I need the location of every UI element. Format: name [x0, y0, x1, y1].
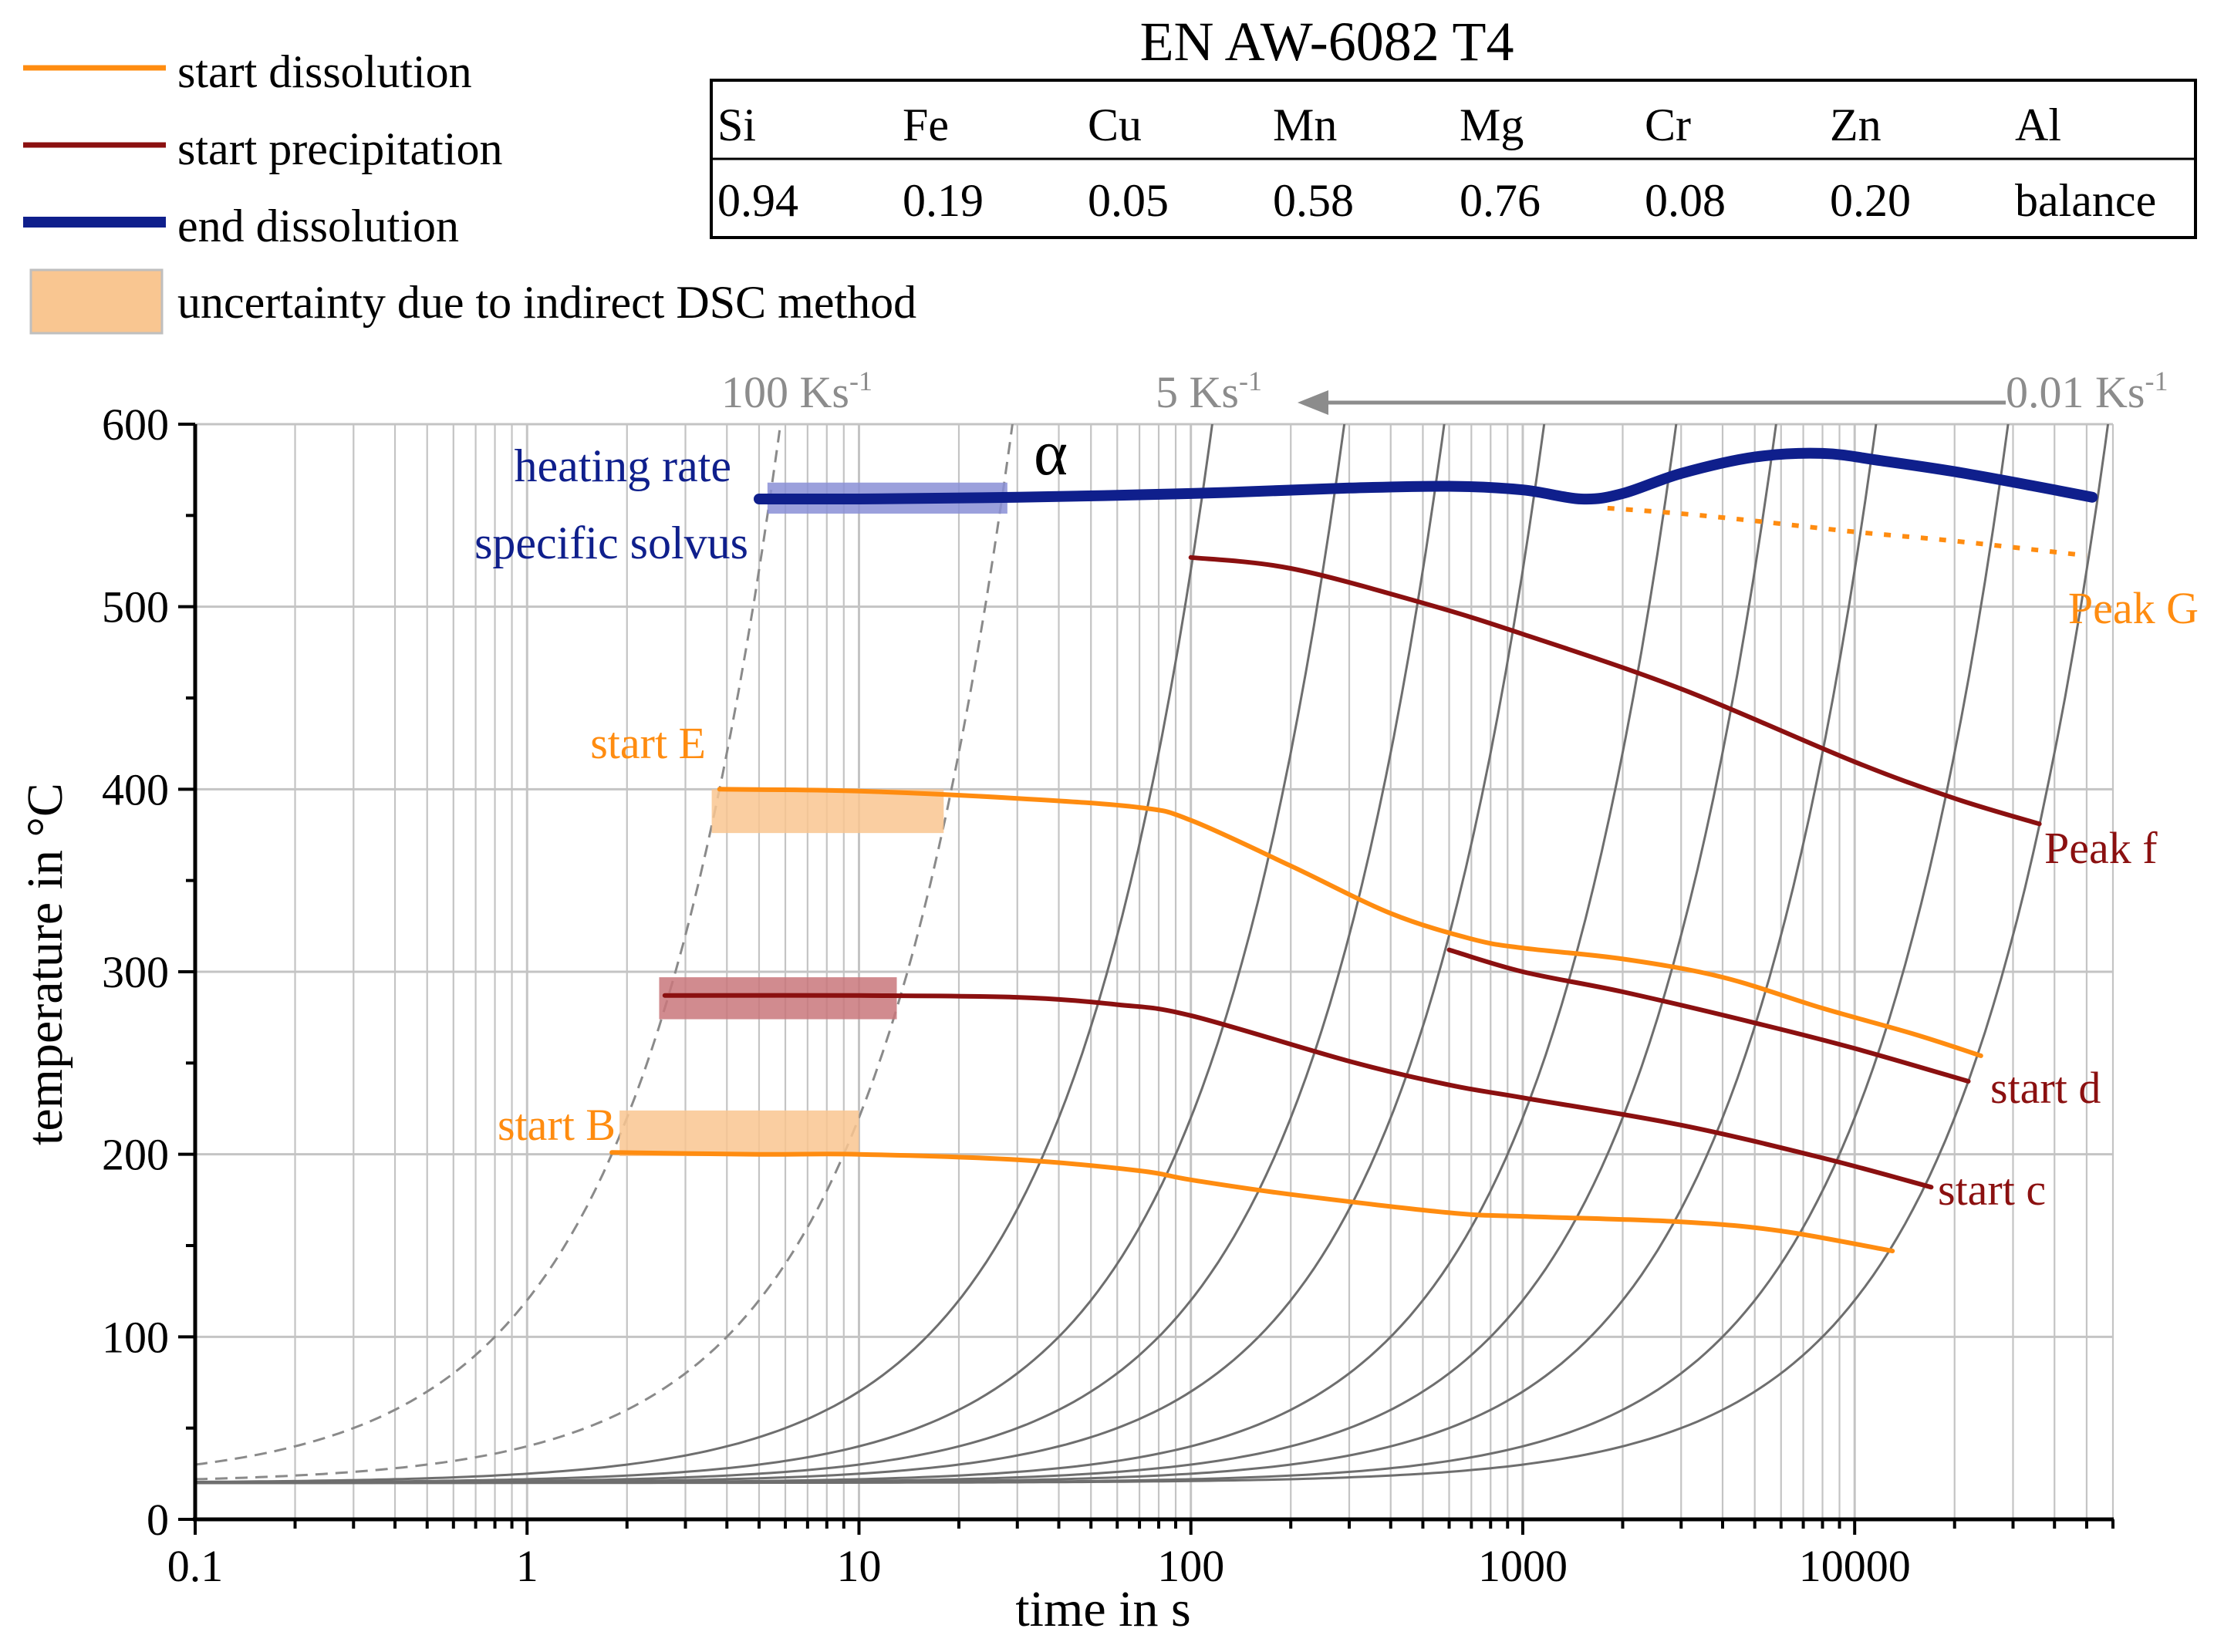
- uncertainty-band: [659, 977, 897, 1020]
- table-value-cell: 0.94: [717, 175, 798, 226]
- table-header-cell: Si: [717, 99, 756, 150]
- rate-label-5: 5 Ks-1: [1156, 366, 1262, 417]
- start-e-label: start E: [590, 718, 706, 768]
- table-value-cell: 0.19: [903, 175, 984, 226]
- composition-table: EN AW-6082 T4 Si Fe Cu Mn Mg Cr Zn Al 0.94 0.19 0.…: [710, 11, 2197, 239]
- legend-label-start-precipitation: start precipitation: [177, 123, 503, 174]
- table-header-cell: Mg: [1460, 99, 1524, 150]
- series-start-c: [662, 993, 1934, 1190]
- table-header-cell: Zn: [1830, 99, 1882, 150]
- data-series: [609, 447, 2098, 1254]
- guide-curve: [195, 424, 1878, 1485]
- legend-label-start-dissolution: start dissolution: [177, 46, 472, 97]
- legend: start dissolution start precipitation en…: [23, 46, 916, 335]
- table-header-cell: Cu: [1088, 99, 1142, 150]
- axis-tick-labels: 0.1 1 10 100 1000 10000 0 100 200 300 400 500 600: [102, 400, 1911, 1591]
- table-value-cell: 0.05: [1088, 175, 1169, 226]
- grid: [194, 423, 2114, 1519]
- table-value-cell: 0.20: [1830, 175, 1911, 226]
- x-tick-label: 0.1: [167, 1541, 224, 1591]
- guide-curve: [195, 424, 2010, 1485]
- x-tick-label: 1: [516, 1541, 538, 1591]
- table-value-cell: balance: [2015, 175, 2156, 226]
- table-value-cell: 0.08: [1645, 175, 1726, 226]
- guide-curve: [195, 424, 1546, 1484]
- y-tick-label: 600: [102, 400, 169, 450]
- uncertainty-bands: [619, 482, 1007, 1157]
- guide-curve: [195, 424, 1678, 1485]
- legend-label-end-dissolution: end dissolution: [177, 201, 459, 251]
- guide-curve: [195, 424, 2110, 1485]
- solvus-label-line2: specific solvus: [474, 518, 748, 568]
- heating-rate-arrow: [1298, 390, 2006, 415]
- table-value-cell: 0.58: [1273, 175, 1354, 226]
- x-tick-label: 10000: [1799, 1541, 1911, 1591]
- table-header-cell: Fe: [903, 99, 949, 150]
- guide-curve: [195, 424, 1213, 1483]
- uncertainty-band: [619, 1110, 859, 1157]
- x-tick-label: 10: [836, 1541, 881, 1591]
- heating-rate-guide-curves: [195, 424, 2110, 1485]
- x-tick-label: 1000: [1478, 1541, 1568, 1591]
- peak-f-label: Peak f: [2044, 823, 2158, 873]
- series-end-dissolution: [754, 447, 2098, 505]
- legend-swatch-uncertainty: [29, 268, 164, 335]
- table-header-cell: Mn: [1273, 99, 1337, 150]
- series-start-e: [717, 787, 1983, 1058]
- y-tick-label: 400: [102, 764, 169, 814]
- peak-g-label: Peak G: [2068, 583, 2199, 633]
- y-tick-label: 300: [102, 947, 169, 997]
- alloy-title: EN AW-6082 T4: [1140, 11, 1514, 72]
- table-header-cell: Al: [2015, 99, 2061, 150]
- rate-label-0.01: 0.01 Ks-1: [2006, 366, 2168, 417]
- series-peak-f: [1188, 555, 2042, 827]
- y-tick-label: 500: [102, 582, 169, 632]
- guide-curve: [195, 424, 1346, 1484]
- guide-curve: [195, 424, 1777, 1485]
- series-start-b: [609, 1150, 1895, 1254]
- table-value-cell: 0.76: [1460, 175, 1541, 226]
- series-peak-g: [1607, 505, 2087, 558]
- y-axis-title: temperature in °C: [17, 783, 73, 1145]
- solvus-label-line1: heating rate: [514, 440, 731, 491]
- legend-label-uncertainty: uncertainty due to indirect DSC method: [177, 277, 916, 328]
- guide-curve: [195, 424, 1014, 1481]
- start-b-label: start B: [498, 1100, 616, 1150]
- uncertainty-band: [711, 789, 944, 834]
- series-start-d: [1446, 947, 1971, 1084]
- y-tick-label: 200: [102, 1130, 169, 1180]
- x-tick-label: 100: [1157, 1541, 1224, 1591]
- guide-curve: [195, 424, 782, 1466]
- start-d-label: start d: [1990, 1063, 2101, 1113]
- table-header-cell: Cr: [1645, 99, 1691, 150]
- alpha-label: α: [1034, 417, 1068, 489]
- y-tick-label: 0: [147, 1495, 169, 1545]
- x-axis-title: time in s: [1015, 1581, 1190, 1637]
- rate-label-100: 100 Ks-1: [721, 366, 872, 417]
- start-c-label: start c: [1938, 1165, 2046, 1215]
- axis-ticks: [178, 423, 2114, 1535]
- y-tick-label: 100: [102, 1312, 169, 1362]
